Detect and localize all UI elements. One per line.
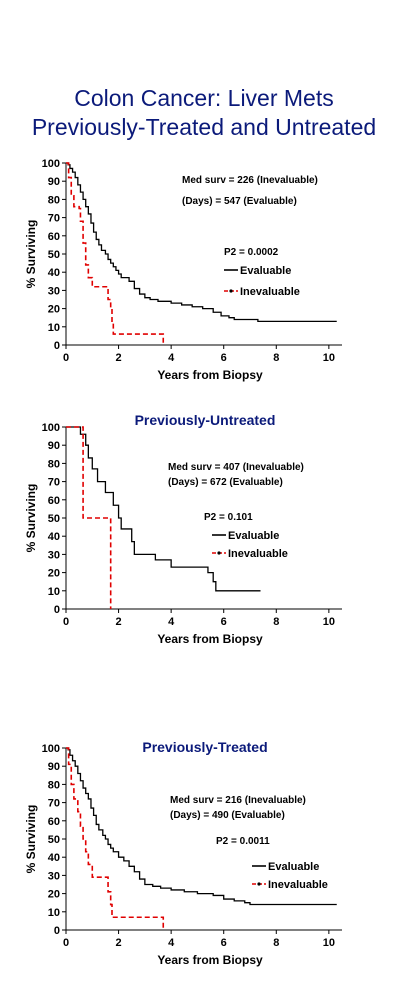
chart-3-y-tick-label-90: 90: [48, 761, 60, 773]
chart-3-y-tick-label-60: 60: [48, 816, 60, 828]
chart-1-y-tick-label-70: 70: [48, 213, 60, 225]
chart-1-y-axis-label: % Surviving: [24, 220, 38, 289]
chart-2-x-tick-label-10: 10: [323, 616, 335, 628]
chart-1-y-tick-label-10: 10: [48, 322, 60, 334]
chart-1-y-tick-label-100: 100: [42, 158, 60, 170]
chart-1-x-tick-label-6: 6: [221, 352, 227, 364]
chart-3-y-tick-label-0: 0: [54, 925, 60, 937]
chart-3-legend-label-inevaluable: Inevaluable: [268, 879, 328, 891]
chart-1-legend-label-evaluable: Evaluable: [240, 265, 291, 277]
chart-3-x-tick-label-2: 2: [116, 937, 122, 949]
chart-3-y-tick-label-10: 10: [48, 907, 60, 919]
chart-1-x-tick-label-4: 4: [168, 352, 175, 364]
chart-2-median-annotation-2: (Days) = 672 (Evaluable): [168, 477, 283, 488]
main-title-line-1: Colon Cancer: Liver Mets: [74, 85, 334, 111]
chart-1-p-value: P2 = 0.0002: [224, 247, 279, 258]
chart-3-series-evaluable-line: [66, 747, 337, 906]
chart-2-y-tick-label-60: 60: [48, 495, 60, 507]
chart-1-x-tick-label-0: 0: [63, 352, 69, 364]
chart-3-x-axis-label: Years from Biopsy: [157, 953, 263, 967]
chart-3-y-tick-label-40: 40: [48, 852, 60, 864]
chart-1-legend-marker-inevaluable: [229, 289, 233, 293]
chart-2-y-tick-label-100: 100: [42, 422, 60, 434]
chart-2-legend-marker-inevaluable: [217, 551, 221, 555]
chart-2-x-tick-label-6: 6: [221, 616, 227, 628]
chart-2-title: Previously-Untreated: [135, 412, 276, 428]
chart-2-y-tick-label-90: 90: [48, 440, 60, 452]
chart-2-y-tick-label-70: 70: [48, 477, 60, 489]
chart-2-y-axis-label: % Surviving: [24, 484, 38, 553]
chart-1-y-tick-label-0: 0: [54, 340, 60, 352]
chart-3-x-tick-label-6: 6: [221, 937, 227, 949]
chart-3-median-annotation-2: (Days) = 490 (Evaluable): [170, 810, 285, 821]
chart-1-series-inevaluable-line: [66, 162, 165, 345]
chart-2-x-tick-label-8: 8: [273, 616, 279, 628]
chart-3-series-inevaluable-line: [66, 747, 165, 930]
chart-3-x-tick-label-10: 10: [323, 937, 335, 949]
chart-1-y-tick-label-80: 80: [48, 194, 60, 206]
chart-3-y-axis-label: % Surviving: [24, 805, 38, 874]
chart-2-series-evaluable-line: [66, 426, 261, 592]
chart-3-p-value: P2 = 0.0011: [216, 836, 270, 847]
chart-1-x-tick-label-10: 10: [323, 352, 335, 364]
chart-2-y-tick-label-50: 50: [48, 513, 60, 525]
chart-2-legend-label-evaluable: Evaluable: [228, 530, 279, 542]
chart-2-x-tick-label-4: 4: [168, 616, 175, 628]
chart-2-x-tick-label-2: 2: [116, 616, 122, 628]
chart-1-x-tick-label-2: 2: [116, 352, 122, 364]
chart-2-y-tick-label-20: 20: [48, 568, 60, 580]
chart-2-y-tick-label-30: 30: [48, 549, 60, 561]
chart-2-x-axis-label: Years from Biopsy: [157, 632, 263, 646]
chart-2-x-tick-label-0: 0: [63, 616, 69, 628]
chart-3-y-tick-label-80: 80: [48, 779, 60, 791]
chart-3-y-tick-label-20: 20: [48, 889, 60, 901]
chart-1-x-tick-label-8: 8: [273, 352, 279, 364]
chart-1-y-tick-label-50: 50: [48, 249, 60, 261]
chart-3-y-tick-label-100: 100: [42, 743, 60, 755]
chart-1-y-tick-label-40: 40: [48, 267, 60, 279]
chart-3-x-tick-label-4: 4: [168, 937, 175, 949]
chart-3-x-tick-label-0: 0: [63, 937, 69, 949]
chart-1-series-evaluable-line: [66, 162, 337, 322]
chart-3-y-tick-label-50: 50: [48, 834, 60, 846]
chart-2-y-tick-label-0: 0: [54, 604, 60, 616]
chart-1-y-tick-label-20: 20: [48, 304, 60, 316]
chart-1-median-annotation-1: Med surv = 226 (Inevaluable): [182, 175, 318, 186]
chart-3-title: Previously-Treated: [142, 739, 267, 755]
chart-2-y-tick-label-10: 10: [48, 586, 60, 598]
chart-3-y-tick-label-30: 30: [48, 870, 60, 882]
chart-3-y-tick-label-70: 70: [48, 798, 60, 810]
chart-2-p-value: P2 = 0.101: [204, 512, 253, 523]
chart-2-legend-label-inevaluable: Inevaluable: [228, 548, 288, 560]
chart-1-median-annotation-2: (Days) = 547 (Evaluable): [182, 196, 297, 207]
chart-3-x-tick-label-8: 8: [273, 937, 279, 949]
chart-2-y-tick-label-80: 80: [48, 458, 60, 470]
chart-1-y-tick-label-90: 90: [48, 176, 60, 188]
chart-2-y-tick-label-40: 40: [48, 531, 60, 543]
main-title: Colon Cancer: Liver Mets Previously-Trea…: [0, 84, 408, 142]
chart-3-legend-marker-inevaluable: [257, 882, 261, 886]
chart-1-y-tick-label-30: 30: [48, 285, 60, 297]
chart-1-x-axis-label: Years from Biopsy: [157, 368, 263, 382]
chart-2-median-annotation-1: Med surv = 407 (Inevaluable): [168, 462, 304, 473]
chart-3-legend-label-evaluable: Evaluable: [268, 861, 319, 873]
chart-1-y-tick-label-60: 60: [48, 231, 60, 243]
chart-3-median-annotation-1: Med surv = 216 (Inevaluable): [170, 795, 306, 806]
main-title-line-2: Previously-Treated and Untreated: [31, 114, 377, 140]
chart-1-legend-label-inevaluable: Inevaluable: [240, 286, 300, 298]
